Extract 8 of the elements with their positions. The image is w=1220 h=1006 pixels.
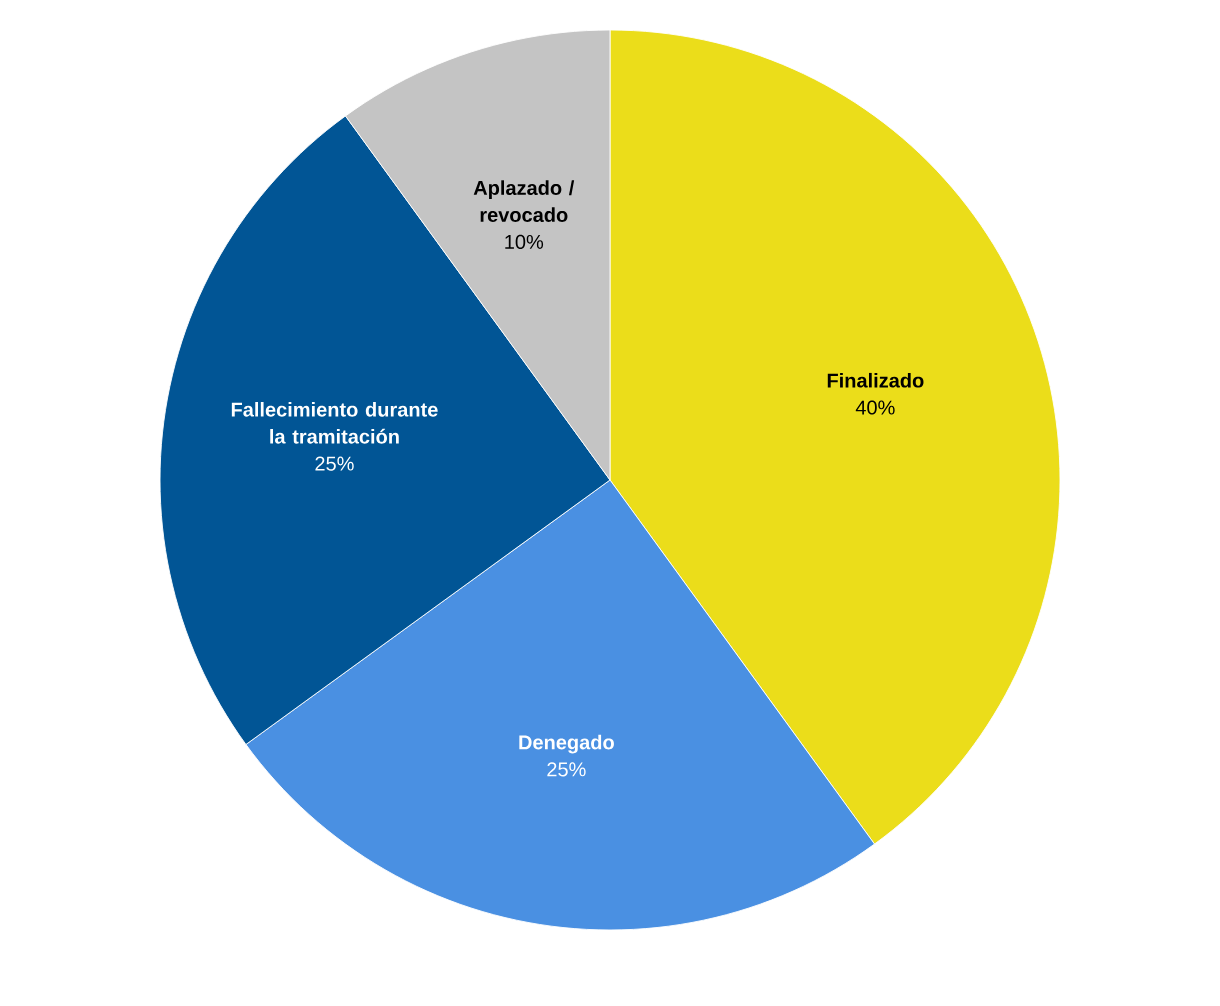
data-label: 40% xyxy=(855,400,895,415)
slice-label: Fallecimiento durante la tramitación xyxy=(231,402,438,444)
data-label: 10% xyxy=(505,234,544,249)
slice-label: Aplazado / revocado xyxy=(473,180,575,222)
slice-label: Denegado xyxy=(519,734,614,754)
data-label: 25% xyxy=(315,456,354,471)
slice-label: Finalizado xyxy=(827,372,924,388)
data-label: 25% xyxy=(547,762,586,777)
